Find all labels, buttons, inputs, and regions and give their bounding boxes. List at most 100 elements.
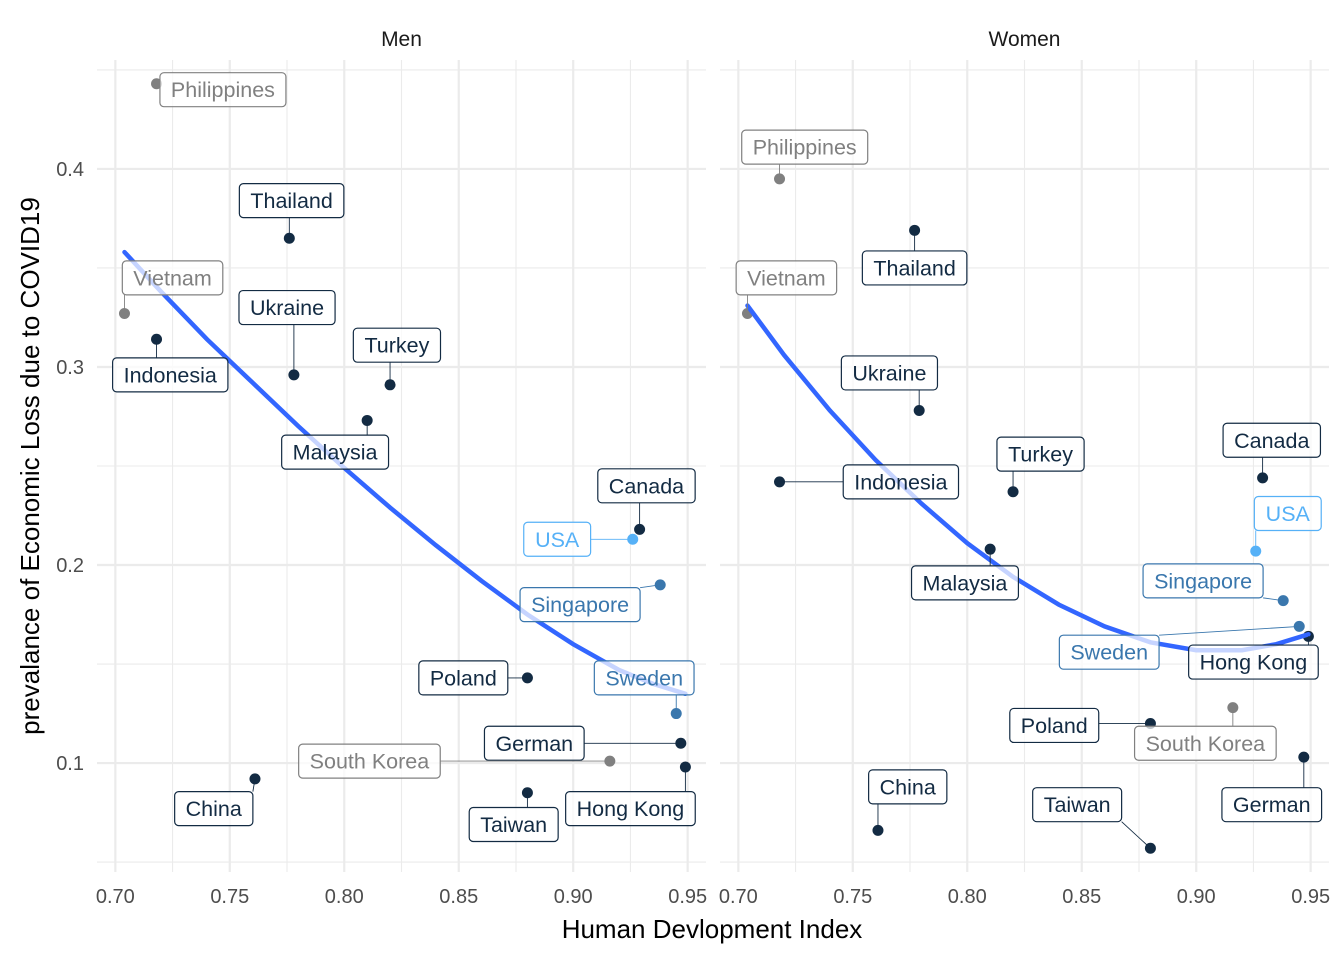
- label-text: Poland: [1021, 714, 1088, 738]
- label-vietnam: Vietnam: [735, 260, 838, 314]
- label-text: Indonesia: [854, 470, 947, 494]
- label-turkey: Turkey: [352, 327, 442, 385]
- label-sweden: Sweden: [1058, 625, 1300, 670]
- label-text: Vietnam: [747, 266, 825, 290]
- y-tick-label: 0.4: [56, 159, 84, 181]
- label-box: [597, 468, 696, 504]
- label-text: Singapore: [1154, 569, 1252, 593]
- point-labels: Philippines Thailand Vietnam Ukraine Turkey I…: [735, 129, 1323, 849]
- label-china: China: [868, 769, 948, 831]
- label-box: [741, 129, 869, 165]
- label-singapore: Singapore: [1142, 563, 1284, 602]
- label-box: [565, 791, 696, 827]
- label-usa: USA: [1253, 495, 1322, 552]
- label-box: [593, 660, 695, 696]
- label-hong-kong: Hong Kong: [565, 767, 696, 827]
- label-german: German: [1221, 757, 1323, 823]
- label-box: [868, 769, 948, 805]
- leader-line: [1263, 597, 1284, 602]
- y-tick-label: 0.1: [56, 753, 84, 775]
- label-box: [352, 327, 442, 363]
- label-german: German: [483, 725, 681, 761]
- label-text: Philippines: [753, 136, 857, 160]
- label-vietnam: Vietnam: [121, 260, 224, 314]
- label-poland: Poland: [418, 660, 528, 696]
- point-labels: Philippines Thailand Vietnam Indonesia Ukrai…: [112, 72, 696, 843]
- label-canada: Canada: [1222, 422, 1322, 478]
- x-axis-title: Human Devlopment Index: [562, 914, 863, 944]
- label-philippines: Philippines: [156, 72, 287, 108]
- label-philippines: Philippines: [741, 129, 869, 179]
- label-sweden: Sweden: [593, 660, 695, 714]
- label-malaysia: Malaysia: [910, 549, 1020, 601]
- label-text: Indonesia: [124, 363, 217, 387]
- label-text: Turkey: [1008, 443, 1073, 467]
- label-text: China: [880, 775, 936, 799]
- label-text: Malaysia: [293, 441, 378, 465]
- label-box: [483, 725, 585, 761]
- chart-panels: Men 0.70 0.75 0.80 0.85 0.90 0.95 0.1 0.2 0.3 0.4 P…: [56, 28, 1330, 908]
- label-text: Malaysia: [923, 571, 1008, 595]
- label-box: [1188, 644, 1319, 680]
- label-box: [112, 357, 229, 393]
- x-tick-label: 0.90: [1177, 886, 1216, 908]
- label-usa: USA: [523, 521, 633, 557]
- y-tick-label: 0.2: [56, 555, 84, 577]
- label-text: Sweden: [605, 666, 683, 690]
- label-box: [735, 260, 838, 296]
- x-tick-label: 0.95: [1291, 886, 1330, 908]
- label-box: [1221, 787, 1323, 823]
- label-ukraine: Ukraine: [840, 355, 939, 411]
- label-text: Sweden: [1070, 641, 1148, 665]
- leader-line: [1121, 821, 1151, 849]
- x-tick-label: 0.70: [719, 886, 758, 908]
- label-canada: Canada: [597, 468, 696, 530]
- x-tick-label: 0.90: [554, 886, 593, 908]
- panel-men: Men 0.70 0.75 0.80 0.85 0.90 0.95 0.1 0.2 0.3 0.4 P…: [56, 28, 707, 908]
- x-tick-label: 0.85: [439, 886, 478, 908]
- label-text: German: [1233, 793, 1311, 817]
- label-thailand: Thailand: [238, 183, 345, 239]
- label-taiwan: Taiwan: [468, 792, 559, 843]
- label-text: Canada: [609, 474, 684, 498]
- label-text: South Korea: [1146, 732, 1266, 756]
- label-turkey: Turkey: [996, 436, 1085, 492]
- label-box: [159, 72, 287, 108]
- label-box: [238, 183, 345, 219]
- label-box: [1133, 725, 1277, 761]
- label-box: [996, 436, 1085, 472]
- label-text: Turkey: [364, 334, 429, 358]
- label-box: [840, 355, 939, 391]
- label-taiwan: Taiwan: [1032, 787, 1151, 849]
- data-points: [118, 78, 691, 799]
- label-singapore: Singapore: [519, 584, 661, 623]
- label-box: [910, 565, 1020, 601]
- x-tick-label: 0.75: [210, 886, 249, 908]
- label-south-korea: South Korea: [298, 743, 610, 779]
- label-text: Poland: [430, 666, 497, 690]
- label-text: Taiwan: [1044, 793, 1111, 817]
- label-text: USA: [1266, 502, 1311, 526]
- label-box: [1032, 787, 1123, 823]
- panel-title: Women: [989, 28, 1061, 51]
- label-text: Thailand: [873, 256, 955, 280]
- label-text: Ukraine: [852, 361, 926, 385]
- label-text: Vietnam: [133, 266, 211, 290]
- label-poland: Poland: [1009, 707, 1151, 744]
- label-box: [238, 289, 336, 326]
- y-axis-title: prevalance of Economic Loss due to COVID…: [15, 197, 45, 735]
- label-box: [281, 434, 390, 470]
- label-text: Thailand: [250, 189, 332, 213]
- label-indonesia: Indonesia: [779, 464, 960, 500]
- label-box: [1058, 634, 1160, 670]
- label-south-korea: South Korea: [1133, 707, 1277, 761]
- label-box: [519, 587, 641, 623]
- panel-title: Men: [381, 28, 422, 51]
- label-text: China: [186, 797, 242, 821]
- label-text: Ukraine: [250, 296, 324, 320]
- point-china: [249, 773, 261, 785]
- label-box: [1253, 495, 1322, 532]
- y-tick-label: 0.3: [56, 357, 84, 379]
- label-text: Hong Kong: [1200, 651, 1308, 675]
